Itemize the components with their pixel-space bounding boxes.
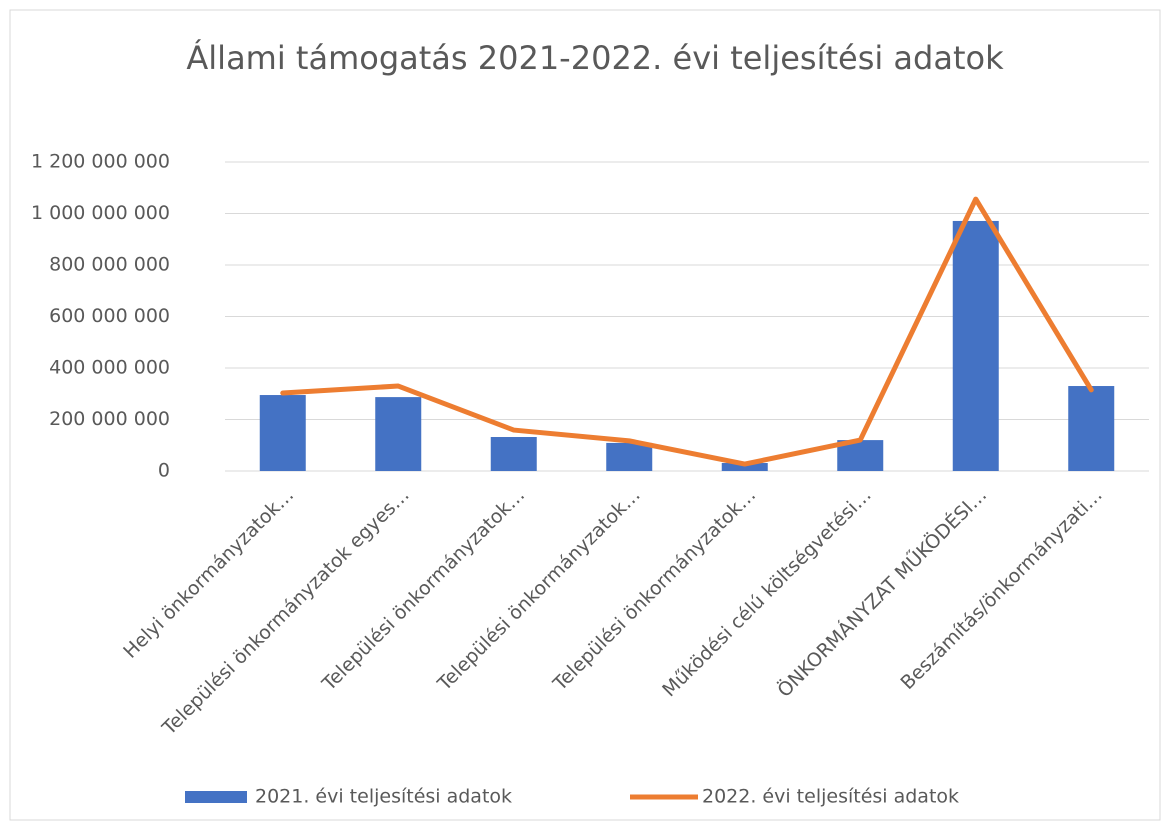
chart-title: Állami támogatás 2021-2022. évi teljesít… bbox=[186, 39, 1004, 77]
y-tick-label: 200 000 000 bbox=[49, 408, 170, 430]
y-tick-label: 1 000 000 000 bbox=[31, 202, 170, 224]
y-tick-label: 0 bbox=[158, 460, 170, 482]
bar bbox=[259, 395, 306, 471]
bar bbox=[606, 442, 653, 471]
y-tick-label: 600 000 000 bbox=[49, 305, 170, 327]
bar bbox=[375, 397, 422, 471]
bar bbox=[490, 437, 537, 471]
bar bbox=[1068, 386, 1115, 471]
legend-label: 2021. évi teljesítési adatok bbox=[255, 786, 512, 808]
y-tick-label: 1 200 000 000 bbox=[31, 151, 170, 173]
line bbox=[280, 196, 1094, 467]
legend-label: 2022. évi teljesítési adatok bbox=[702, 786, 959, 808]
legend-swatch bbox=[185, 791, 247, 803]
bar bbox=[952, 220, 999, 471]
bar bbox=[721, 463, 768, 471]
y-tick-label: 400 000 000 bbox=[49, 357, 170, 379]
y-tick-label: 800 000 000 bbox=[49, 254, 170, 276]
